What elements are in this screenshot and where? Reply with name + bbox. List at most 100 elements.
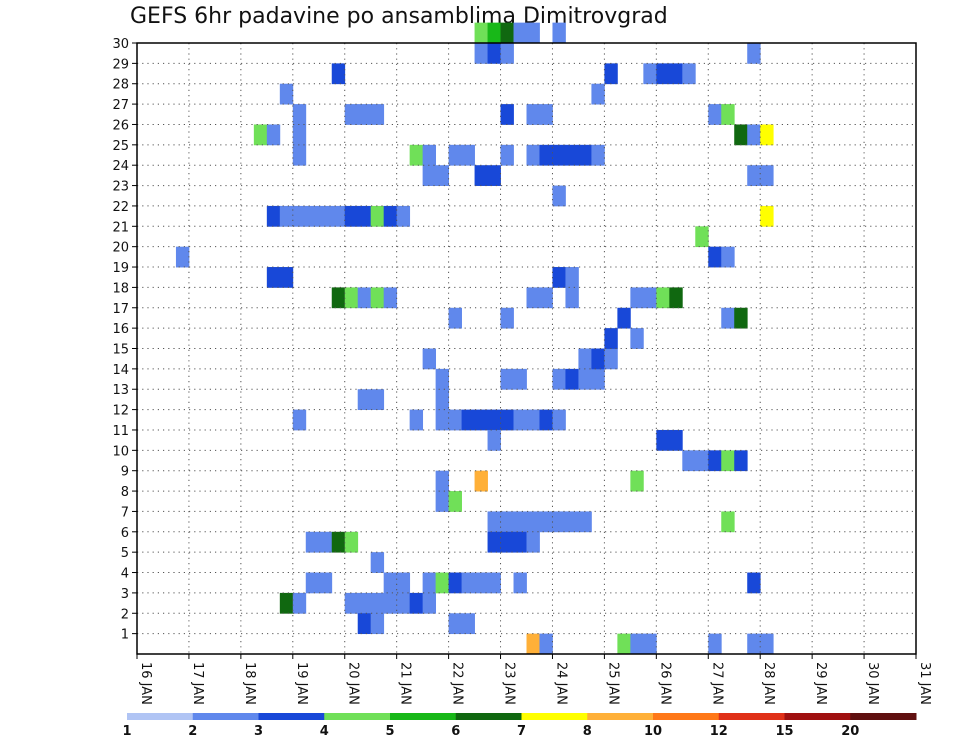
heatmap-cell [331,205,346,227]
x-tick-label: 22 JAN [450,662,465,705]
heatmap-cell [487,572,501,594]
heatmap-cell [552,409,566,431]
x-tick-label: 29 JAN [813,662,828,705]
y-tick-label: 8 [121,485,129,500]
heatmap-cell [708,246,722,268]
heatmap-cell [344,531,359,553]
heatmap-cell [292,104,307,125]
heatmap-cell [292,124,307,146]
colorbar-label: 5 [385,724,394,739]
colorbar-segment [258,713,325,720]
colorbar-segment [784,713,851,720]
heatmap-cell [422,165,437,186]
heatmap-cell [344,287,359,309]
y-tick-label: 7 [121,505,129,520]
heatmap-cell [461,613,475,635]
heatmap-cell [331,531,346,553]
heatmap-cell [747,124,761,146]
heatmap-cell [500,531,514,553]
heatmap-cell [331,287,346,309]
heatmap-cell [266,205,281,227]
heatmap-cell [487,429,501,451]
colorbar-segment [587,713,654,720]
heatmap-cell [721,450,735,472]
heatmap-cell [435,470,449,492]
heatmap-cell [383,287,398,309]
heatmap-cell [487,43,501,64]
heatmap-cell [565,287,579,309]
x-tick-label: 24 JAN [553,662,568,705]
x-axis: 16 JAN 17 JAN 18 JAN 19 JAN 20 JAN 21 JAN 22 J… [136,654,932,705]
x-tick-label: 30 JAN [865,662,880,705]
heatmap-cell [526,144,540,166]
heatmap-cell [669,287,683,309]
y-tick-label: 15 [112,343,129,358]
heatmap-cell [526,287,540,309]
heatmap-cell [539,409,553,431]
heatmap-cell [617,633,631,655]
x-tick-label: 18 JAN [242,662,257,705]
heatmap-cell [539,144,553,166]
heatmap-cell [500,368,514,390]
heatmap-cell [526,511,540,533]
colorbar-segment [455,713,522,720]
heatmap-cell [604,63,618,85]
heatmap-cell [734,124,748,146]
y-tick-label: 18 [112,281,129,296]
x-tick-label: 25 JAN [605,662,620,705]
heatmap-cell [344,592,359,614]
heatmap-cell [747,633,761,655]
heatmap-cell [565,368,579,390]
heatmap-cell [279,205,294,227]
heatmap-cell [552,185,566,207]
y-tick-label: 4 [121,567,129,582]
heatmap-cell [721,246,735,268]
y-tick-label: 21 [112,220,129,235]
x-tick-label: 27 JAN [709,662,724,705]
heatmap-cell [604,328,618,349]
heatmap-cell [396,592,411,614]
heatmap-cell [630,633,644,655]
colorbar-segment [653,713,720,720]
heatmap-cell [591,83,605,105]
heatmap-cell [266,124,281,146]
colorbar-segment [850,713,917,720]
heatmap-cell [643,63,657,85]
heatmap-cell [734,450,748,472]
heatmap-cell [279,83,294,105]
heatmap-cell [721,511,735,533]
y-tick-label: 17 [112,302,129,317]
heatmap-cell [500,43,514,64]
heatmap-cell [409,409,424,431]
heatmap-cell [474,470,488,492]
heatmap-cell [760,205,774,227]
heatmap-cell [500,511,514,533]
heatmap-cell [474,43,488,64]
heatmap-cell [370,613,385,635]
heatmap-cell [370,552,385,573]
heatmap-cell [578,368,592,390]
heatmap-cell [760,633,774,655]
y-tick-label: 20 [112,241,129,256]
heatmap-cell [435,572,449,594]
heatmap-cell [513,572,527,594]
heatmap-cell [279,267,294,288]
heatmap-cell [357,613,372,635]
heatmap-cell [656,287,670,309]
heatmap-cell [318,531,333,553]
heatmap-cell [422,144,437,166]
heatmap-cell [487,511,501,533]
colorbar-label: 4 [320,724,329,739]
heatmap-cell [630,287,644,309]
heatmap-cell [656,429,670,451]
colorbar-label: 2 [188,724,197,739]
heatmap-cell [435,409,449,431]
colorbar-label: 10 [644,724,662,739]
heatmap-cell [448,144,462,166]
heatmap-cell [539,633,553,655]
heatmap-cell [487,531,501,553]
heatmap-cell [513,368,527,390]
y-tick-label: 13 [112,383,129,398]
y-tick-label: 3 [121,587,129,602]
